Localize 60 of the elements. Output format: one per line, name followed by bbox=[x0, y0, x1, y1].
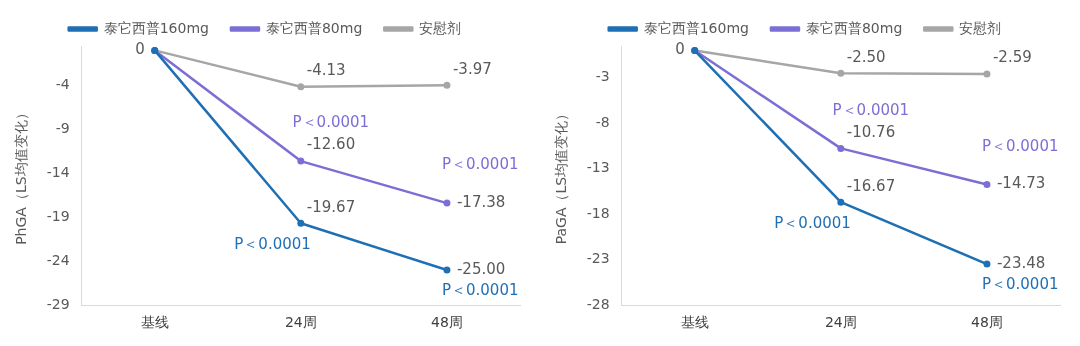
y-tick-label: -9 bbox=[55, 120, 70, 137]
data-label: -17.38 bbox=[456, 192, 506, 211]
point bbox=[837, 198, 845, 206]
y-tick-label: -19 bbox=[46, 207, 70, 224]
y-tick-label: -13 bbox=[586, 159, 610, 176]
x-tick-label: 48周 bbox=[431, 314, 463, 331]
data-label: -4.13 bbox=[306, 61, 346, 80]
annotation: P＜0.0001 bbox=[292, 113, 370, 132]
y-tick-label: -23 bbox=[586, 250, 610, 267]
annotation: P＜0.0001 bbox=[441, 155, 519, 174]
data-label: -25.00 bbox=[456, 259, 506, 278]
annotation: P＜0.0001 bbox=[774, 213, 851, 232]
y-tick-label: -4 bbox=[55, 76, 70, 93]
legend-label: 安慰剂 bbox=[959, 19, 1002, 36]
y-tick-label: -8 bbox=[595, 113, 610, 130]
point bbox=[837, 144, 845, 152]
annotation: P＜0.0001 bbox=[234, 234, 311, 253]
y-tick-label: -24 bbox=[46, 251, 70, 268]
point bbox=[297, 219, 305, 227]
annotation: P＜0.0001 bbox=[981, 275, 1059, 294]
data-label: -16.67 bbox=[846, 176, 896, 195]
data-label: 0 bbox=[675, 40, 685, 59]
annotation: P＜0.0001 bbox=[981, 136, 1059, 155]
point bbox=[983, 260, 991, 268]
y-tick-label: -29 bbox=[46, 295, 70, 312]
legend-label: 安慰剂 bbox=[419, 19, 462, 36]
data-label: -12.60 bbox=[306, 135, 356, 154]
x-tick-label: 24周 bbox=[284, 314, 317, 331]
point bbox=[837, 69, 845, 77]
legend-label: 泰它西普80mg bbox=[265, 19, 363, 36]
x-tick-label: 基线 bbox=[680, 314, 709, 331]
y-tick-label: -3 bbox=[595, 68, 610, 85]
annotation: P＜0.0001 bbox=[832, 100, 910, 119]
legend-label: 泰它西普160mg bbox=[103, 19, 209, 36]
data-label: -14.73 bbox=[996, 174, 1046, 193]
point bbox=[443, 266, 451, 274]
point bbox=[297, 83, 305, 91]
data-label: -3.97 bbox=[452, 59, 492, 78]
x-tick-label: 48周 bbox=[971, 314, 1003, 331]
data-label: -23.48 bbox=[996, 253, 1046, 272]
x-tick-label: 24周 bbox=[824, 314, 857, 331]
y-axis-title: PhGA（LS均值变化） bbox=[13, 106, 30, 245]
data-label: -10.76 bbox=[846, 122, 896, 141]
x-tick-label: 基线 bbox=[140, 314, 169, 331]
data-label: -2.59 bbox=[992, 48, 1032, 67]
legend-label: 泰它西普160mg bbox=[643, 19, 749, 36]
point bbox=[983, 181, 991, 189]
y-axis-title: PaGA（LS均值变化） bbox=[553, 106, 570, 245]
data-label: -19.67 bbox=[306, 197, 356, 216]
legend-label: 泰它西普80mg bbox=[805, 19, 903, 36]
y-tick-label: -18 bbox=[586, 204, 610, 221]
y-tick-label: -28 bbox=[586, 295, 610, 312]
point bbox=[443, 81, 451, 89]
point bbox=[443, 199, 451, 207]
point bbox=[983, 70, 991, 78]
data-label: 0 bbox=[135, 40, 145, 59]
y-tick-label: -14 bbox=[46, 164, 70, 181]
data-label: -2.50 bbox=[846, 47, 886, 66]
annotation: P＜0.0001 bbox=[441, 281, 519, 300]
point bbox=[297, 157, 305, 165]
